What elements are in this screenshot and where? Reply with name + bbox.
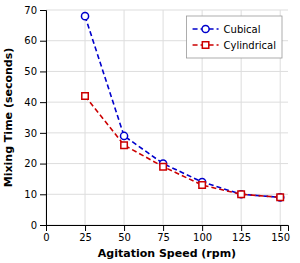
legend-item: Cubical <box>193 24 261 35</box>
x-axis-title: Agitation Speed (rpm) <box>98 247 236 260</box>
x-axis-tick: 75 <box>157 225 170 243</box>
series-marker <box>121 142 127 148</box>
x-axis-tick-mark <box>85 225 86 231</box>
series-marker <box>238 191 245 198</box>
series-line <box>85 96 280 197</box>
y-axis-title: Mixing Time (seconds) <box>2 48 15 188</box>
y-axis-tick-label: 30 <box>24 128 37 139</box>
legend-symbol <box>202 25 209 32</box>
y-axis-tick-mark <box>40 71 46 72</box>
legend: Cubical Cylindrical <box>187 16 282 58</box>
y-axis-tick-mark <box>40 225 46 226</box>
grid-line-y <box>46 71 288 72</box>
y-axis-tick: 0 <box>31 220 46 231</box>
x-axis-tick: 100 <box>193 225 212 243</box>
series-marker <box>81 13 88 20</box>
y-axis-tick: 70 <box>24 5 46 16</box>
legend-box <box>187 16 282 58</box>
legend-label: Cylindrical <box>224 40 276 51</box>
y-axis-line <box>40 11 47 226</box>
grid-line-y <box>46 102 288 103</box>
y-axis-tick-label: 70 <box>24 5 37 16</box>
plot: 0 25 50 75 100 125 150 0 10 20 30 40 50 60 70 Cubical Cy… <box>24 5 290 243</box>
x-axis-tick-mark <box>163 225 164 231</box>
x-axis-tick: 0 <box>43 225 49 243</box>
y-axis-tick: 40 <box>24 97 46 108</box>
legend-label: Cubical <box>224 24 261 35</box>
x-axis-tick-label: 100 <box>193 232 212 243</box>
y-axis-tick: 10 <box>24 189 46 200</box>
series-marker <box>277 194 284 201</box>
x-axis: 0 25 50 75 100 125 150 <box>43 225 290 243</box>
y-axis-tick: 50 <box>24 66 46 77</box>
y-axis: 0 10 20 30 40 50 60 70 <box>24 5 46 231</box>
chart: 0 25 50 75 100 125 150 0 10 20 30 40 50 60 70 Cubical Cy… <box>0 0 300 263</box>
grid-line-y <box>46 10 288 11</box>
y-axis-tick-mark <box>40 10 46 11</box>
x-axis-line <box>47 226 289 232</box>
x-axis-tick-mark <box>280 225 281 231</box>
x-axis-tick: 150 <box>271 225 290 243</box>
y-axis-tick-label: 50 <box>24 66 37 77</box>
x-axis-tick-mark <box>202 225 203 231</box>
grid-line-x <box>124 10 125 225</box>
x-axis-tick: 50 <box>118 225 131 243</box>
x-axis-tick-label: 125 <box>232 232 251 243</box>
grid <box>46 10 288 225</box>
x-axis-tick-mark <box>124 225 125 231</box>
x-axis-tick-label: 50 <box>118 232 131 243</box>
series-marker <box>199 182 205 188</box>
y-axis-tick-mark <box>40 194 46 195</box>
y-axis-tick-mark <box>40 133 46 134</box>
series-marker <box>238 191 244 197</box>
y-axis-tick-label: 0 <box>31 220 37 231</box>
y-axis-tick-label: 40 <box>24 97 37 108</box>
grid-line-x <box>85 10 86 225</box>
y-axis-tick-label: 20 <box>24 158 37 169</box>
marks <box>81 13 283 201</box>
legend-symbol <box>202 42 208 48</box>
series-marker <box>160 163 166 169</box>
y-axis-tick-mark <box>40 102 46 103</box>
x-axis-tick-label: 25 <box>79 232 92 243</box>
y-axis-tick-mark <box>40 41 46 42</box>
grid-line-x <box>163 10 164 225</box>
series-marker <box>277 194 283 200</box>
x-axis-tick-label: 0 <box>43 232 49 243</box>
x-axis-tick-mark <box>241 225 242 231</box>
x-axis-tick-label: 150 <box>271 232 290 243</box>
series-marker <box>82 93 88 99</box>
y-axis-tick: 30 <box>24 128 46 139</box>
x-axis-tick-label: 75 <box>157 232 170 243</box>
y-axis-tick-mark <box>40 164 46 165</box>
series-marker <box>120 132 127 139</box>
grid-line-y <box>46 132 288 133</box>
x-axis-tick: 25 <box>79 225 92 243</box>
y-axis-tick: 60 <box>24 35 46 46</box>
y-axis-tick: 20 <box>24 158 46 169</box>
series-line <box>85 16 280 197</box>
x-axis-tick: 125 <box>232 225 251 243</box>
legend-item: Cylindrical <box>193 40 276 51</box>
y-axis-tick-label: 60 <box>24 35 37 46</box>
y-axis-tick-label: 10 <box>24 189 37 200</box>
